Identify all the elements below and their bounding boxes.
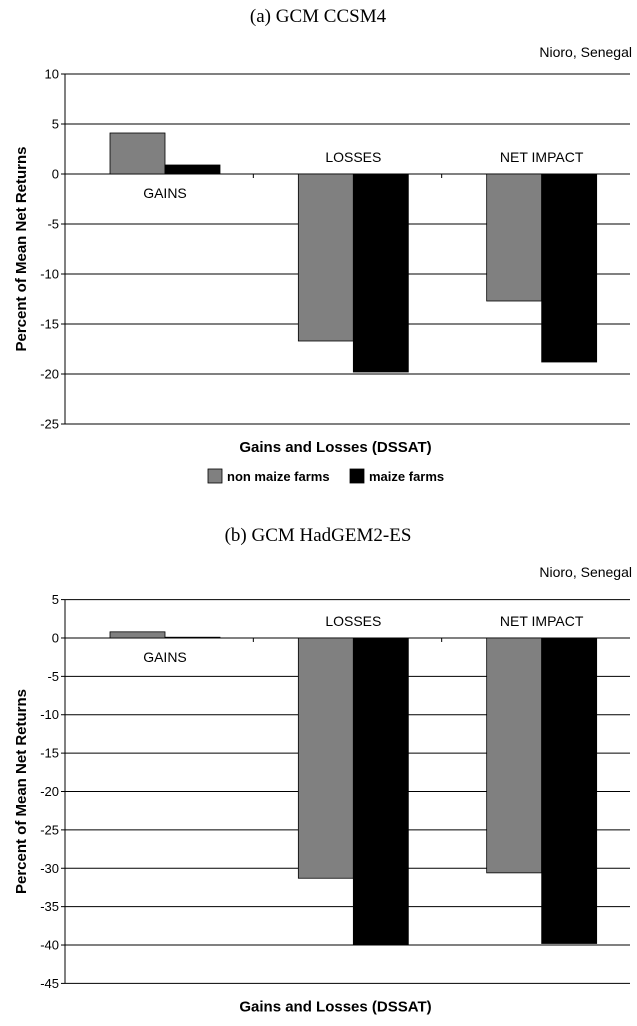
chart-ccsm4-svg: (a) GCM CCSM4 Nioro, Senegal 10 5 0 -5 -10 -1… <box>13 6 632 484</box>
y-tick-label: -25 <box>40 417 59 432</box>
y-tick-label: -15 <box>40 317 59 332</box>
bar <box>486 637 543 874</box>
y-tick-label: -35 <box>40 899 59 914</box>
y-tick-labels: 10 5 0 -5 -10 -15 -20 -25 <box>40 67 59 432</box>
bar <box>352 173 409 373</box>
axes <box>61 599 443 984</box>
chart-title: (b) GCM HadGEM2-ES <box>225 525 412 546</box>
y-tick-label: 0 <box>52 630 59 645</box>
y-tick-labels: 5 0 -5 -10 -15 -20 -25 -30 -35 -40 -45 <box>40 592 59 991</box>
y-tick-label: -20 <box>40 784 59 799</box>
y-tick-label: -40 <box>40 938 59 953</box>
y-axis-label: Percent of Mean Net Returns <box>13 146 30 351</box>
x-axis-label: Gains and Losses (DSSAT) <box>239 439 431 456</box>
y-tick-label: 5 <box>52 117 59 132</box>
bar <box>541 637 598 944</box>
y-tick-label: 5 <box>52 592 59 607</box>
legend: non maize farms maize farms <box>207 468 444 484</box>
bar <box>297 637 354 879</box>
y-tick-label: -10 <box>40 707 59 722</box>
bar <box>486 173 543 302</box>
chart-hadgem2: (b) GCM HadGEM2-ES Nioro, Senegal 5 0 -5 -1… <box>0 510 637 1021</box>
legend-label: maize farms <box>369 469 444 484</box>
bar <box>164 164 221 175</box>
y-tick-label: -15 <box>40 746 59 761</box>
category-label: NET IMPACT <box>500 613 584 629</box>
bar <box>541 173 598 363</box>
category-label: GAINS <box>143 649 187 665</box>
chart-ccsm4: (a) GCM CCSM4 Nioro, Senegal 10 5 0 -5 -10 -1… <box>0 0 637 500</box>
y-tick-label: -45 <box>40 976 59 991</box>
category-label: LOSSES <box>325 613 381 629</box>
chart-title: (a) GCM CCSM4 <box>250 6 387 27</box>
bar <box>352 637 409 946</box>
y-tick-label: -5 <box>47 217 59 232</box>
bar <box>297 173 354 342</box>
y-tick-label: 10 <box>45 67 59 82</box>
category-label: NET IMPACT <box>500 149 584 165</box>
legend-label: non maize farms <box>227 469 330 484</box>
y-tick-label: -5 <box>47 669 59 684</box>
bars <box>109 631 598 946</box>
y-tick-label: -25 <box>40 822 59 837</box>
category-label: GAINS <box>143 185 187 201</box>
bar <box>164 636 221 639</box>
y-tick-label: 0 <box>52 167 59 182</box>
x-axis-label: Gains and Losses (DSSAT) <box>239 998 431 1015</box>
bars <box>109 132 598 373</box>
chart-subtitle: Nioro, Senegal <box>539 564 632 580</box>
y-tick-label: -10 <box>40 267 59 282</box>
chart-subtitle: Nioro, Senegal <box>539 44 632 60</box>
legend-swatch <box>207 468 223 484</box>
category-labels: GAINS LOSSES NET IMPACT <box>143 149 584 201</box>
category-label: LOSSES <box>325 149 381 165</box>
y-tick-label: -20 <box>40 367 59 382</box>
y-axis-label: Percent of Mean Net Returns <box>13 689 30 894</box>
chart-hadgem2-svg: (b) GCM HadGEM2-ES Nioro, Senegal 5 0 -5 -1… <box>13 525 632 1015</box>
axes <box>61 73 443 425</box>
bar <box>109 631 166 639</box>
category-labels: GAINS LOSSES NET IMPACT <box>143 613 584 665</box>
bar <box>109 132 166 175</box>
legend-swatch <box>349 468 365 484</box>
y-tick-label: -30 <box>40 861 59 876</box>
